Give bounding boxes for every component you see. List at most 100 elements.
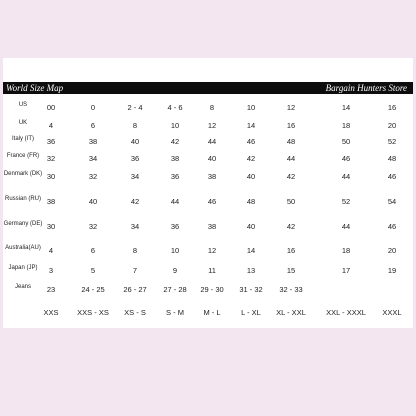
table-cell: 18 — [341, 121, 351, 130]
table-cell: 44 — [341, 222, 351, 231]
table-cell: 40 — [207, 154, 217, 163]
table-cell: 15 — [286, 266, 296, 275]
table-cell: 42 — [246, 154, 256, 163]
size-label: XXXL — [382, 308, 402, 317]
table-cell: 32 — [88, 172, 98, 181]
table-cell: 46 — [207, 197, 217, 206]
table-cell: 46 — [387, 172, 397, 181]
table-cell: 36 — [170, 172, 180, 181]
table-cell: 31 - 32 — [239, 285, 263, 294]
table-header-bar: World Size Map Bargain Hunters Store — [3, 82, 413, 94]
table-cell: 48 — [387, 154, 397, 163]
table-cell: 52 — [341, 197, 351, 206]
table-cell: 36 — [130, 154, 140, 163]
table-cell: 32 — [88, 222, 98, 231]
table-cell: 42 — [170, 137, 180, 146]
store-name: Bargain Hunters Store — [325, 83, 407, 93]
table-cell: 11 — [208, 266, 216, 275]
table-cell: 14 — [246, 246, 256, 255]
table-cell: 27 - 28 — [163, 285, 187, 294]
table-cell: 20 — [387, 121, 397, 130]
table-cell: 40 — [246, 172, 256, 181]
table-cell: 34 — [130, 222, 140, 231]
table-cell: 10 — [170, 121, 180, 130]
table-cell: 50 — [286, 197, 296, 206]
size-label: XS - S — [124, 308, 146, 317]
table-cell: 40 — [88, 197, 98, 206]
row-label: Russian (RU) — [4, 196, 41, 202]
row-label: Jeans — [14, 284, 31, 290]
table-cell: 26 - 27 — [123, 285, 147, 294]
size-label: XL - XXL — [276, 308, 306, 317]
table-cell: 42 — [286, 172, 296, 181]
table-cell: 10 — [246, 103, 256, 112]
size-label: XXS - XS — [77, 308, 109, 317]
table-cell: 52 — [387, 137, 397, 146]
table-cell: 4 — [48, 121, 54, 130]
size-label: XXL - XXXL — [326, 308, 366, 317]
table-cell: 29 - 30 — [200, 285, 224, 294]
table-cell: 3 — [48, 266, 54, 275]
table-cell: 32 — [46, 154, 56, 163]
table-cell: 48 — [246, 197, 256, 206]
table-cell: 38 — [46, 197, 56, 206]
table-cell: 20 — [387, 246, 397, 255]
size-chart-card: World Size Map Bargain Hunters Store US 0… — [3, 58, 413, 328]
size-label: L - XL — [241, 308, 261, 317]
table-cell: 38 — [170, 154, 180, 163]
table-cell: 6 — [90, 121, 96, 130]
table-cell: 44 — [341, 172, 351, 181]
table-cell: 8 — [209, 103, 215, 112]
table-cell: 10 — [170, 246, 180, 255]
table-cell: 46 — [341, 154, 351, 163]
table-cell: 9 — [172, 266, 178, 275]
table-cell: 2 - 4 — [127, 103, 143, 112]
table-cell: 36 — [170, 222, 180, 231]
table-cell: 34 — [88, 154, 98, 163]
table-cell: 6 — [90, 246, 96, 255]
row-label: US — [18, 102, 28, 108]
table-cell: 24 - 25 — [81, 285, 105, 294]
table-cell: 0 — [90, 103, 96, 112]
size-label: XXS — [43, 308, 59, 317]
table-cell: 12 — [207, 246, 217, 255]
table-cell: 42 — [130, 197, 140, 206]
table-cell: 48 — [286, 137, 296, 146]
table-cell: 5 — [90, 266, 96, 275]
table-cell: 32 - 33 — [279, 285, 303, 294]
table-cell: 12 — [207, 121, 217, 130]
table-cell: 4 — [48, 246, 54, 255]
table-cell: 30 — [46, 172, 56, 181]
table-cell: 46 — [246, 137, 256, 146]
table-title: World Size Map — [6, 83, 64, 93]
table-cell: 16 — [286, 246, 296, 255]
table-cell: 40 — [130, 137, 140, 146]
table-cell: 23 — [46, 285, 56, 294]
table-cell: 12 — [286, 103, 296, 112]
table-cell: 8 — [132, 121, 138, 130]
table-cell: 44 — [286, 154, 296, 163]
table-cell: 40 — [246, 222, 256, 231]
table-cell: 34 — [130, 172, 140, 181]
table-cell: 38 — [207, 222, 217, 231]
table-cell: 30 — [46, 222, 56, 231]
table-cell: 8 — [132, 246, 138, 255]
row-label: UK — [18, 120, 28, 126]
table-cell: 18 — [341, 246, 351, 255]
table-cell: 16 — [286, 121, 296, 130]
table-cell: 13 — [246, 266, 256, 275]
row-label: Denmark (DK) — [3, 171, 43, 177]
table-cell: 14 — [246, 121, 256, 130]
table-cell: 42 — [286, 222, 296, 231]
table-cell: 44 — [170, 197, 180, 206]
table-cell: 7 — [132, 266, 138, 275]
row-label: France (FR) — [6, 153, 40, 159]
row-label: Japan (JP) — [8, 265, 38, 271]
table-cell: 14 — [341, 103, 351, 112]
row-label: Australia(AU) — [5, 245, 41, 251]
table-cell: 36 — [46, 137, 56, 146]
table-cell: 54 — [387, 197, 397, 206]
size-label: M - L — [203, 308, 221, 317]
table-cell: 19 — [387, 266, 397, 275]
table-cell: 46 — [387, 222, 397, 231]
